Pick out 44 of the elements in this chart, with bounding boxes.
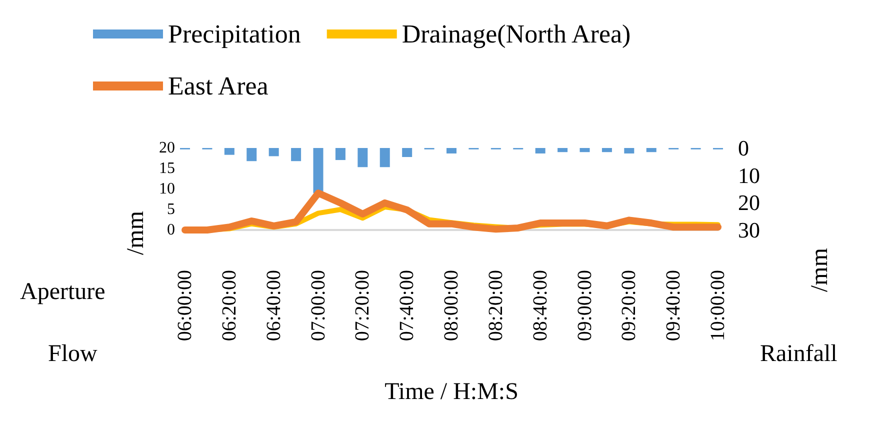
- legend-label: Drainage(North Area): [402, 20, 631, 48]
- bar: [224, 148, 234, 155]
- y-tick-label: 20: [159, 140, 175, 156]
- bar: [624, 148, 634, 154]
- x-tick-label: 06:00:00: [174, 270, 196, 342]
- x-tick-label: 07:40:00: [396, 270, 418, 342]
- bar: [558, 148, 568, 152]
- x-tick-label: 06:40:00: [262, 270, 285, 342]
- bar: [313, 148, 324, 194]
- text: Aperture Flow /mm: [20, 210, 149, 367]
- x-tick-label: 07:00:00: [307, 270, 330, 342]
- x-tick-label: 09:00:00: [574, 270, 596, 342]
- x-axis-title: Time / H:M:S: [384, 379, 518, 405]
- x-tick-label: 09:40:00: [662, 270, 685, 342]
- bar: [580, 148, 590, 152]
- x-tick-label: 09:20:00: [618, 270, 640, 342]
- x-tick-label: 08:20:00: [484, 270, 507, 342]
- bar: [402, 148, 412, 158]
- x-tick-label: 08:00:00: [440, 270, 462, 342]
- bar: [358, 148, 368, 168]
- bar: [535, 148, 546, 154]
- text: Rainfall /mm: [760, 248, 838, 367]
- x-tick-label: 06:20:00: [218, 270, 240, 342]
- y-tick-label: 0: [167, 222, 175, 238]
- legend-label: Precipitation: [168, 20, 301, 48]
- y2-tick-label: 30: [738, 218, 760, 242]
- y2-tick-label: 20: [738, 190, 760, 216]
- bar: [268, 148, 279, 156]
- legend-label: East Area: [168, 72, 269, 100]
- bar: [335, 148, 346, 160]
- x-tick-label: 07:20:00: [352, 270, 374, 342]
- y-tick-label: 10: [159, 180, 175, 198]
- x-tick-label: 10:00:00: [707, 270, 729, 342]
- bar: [246, 148, 257, 162]
- y-tick-label: 5: [167, 201, 175, 218]
- bar: [291, 148, 302, 162]
- bar: [380, 148, 390, 168]
- bar: [646, 148, 656, 152]
- y-tick-label: 15: [159, 160, 175, 177]
- x-tick-label: 08:40:00: [529, 270, 552, 342]
- bar: [446, 148, 456, 154]
- bar: [602, 148, 612, 152]
- y2-tick-label: 10: [738, 162, 760, 188]
- y2-tick-label: 0: [738, 136, 749, 160]
